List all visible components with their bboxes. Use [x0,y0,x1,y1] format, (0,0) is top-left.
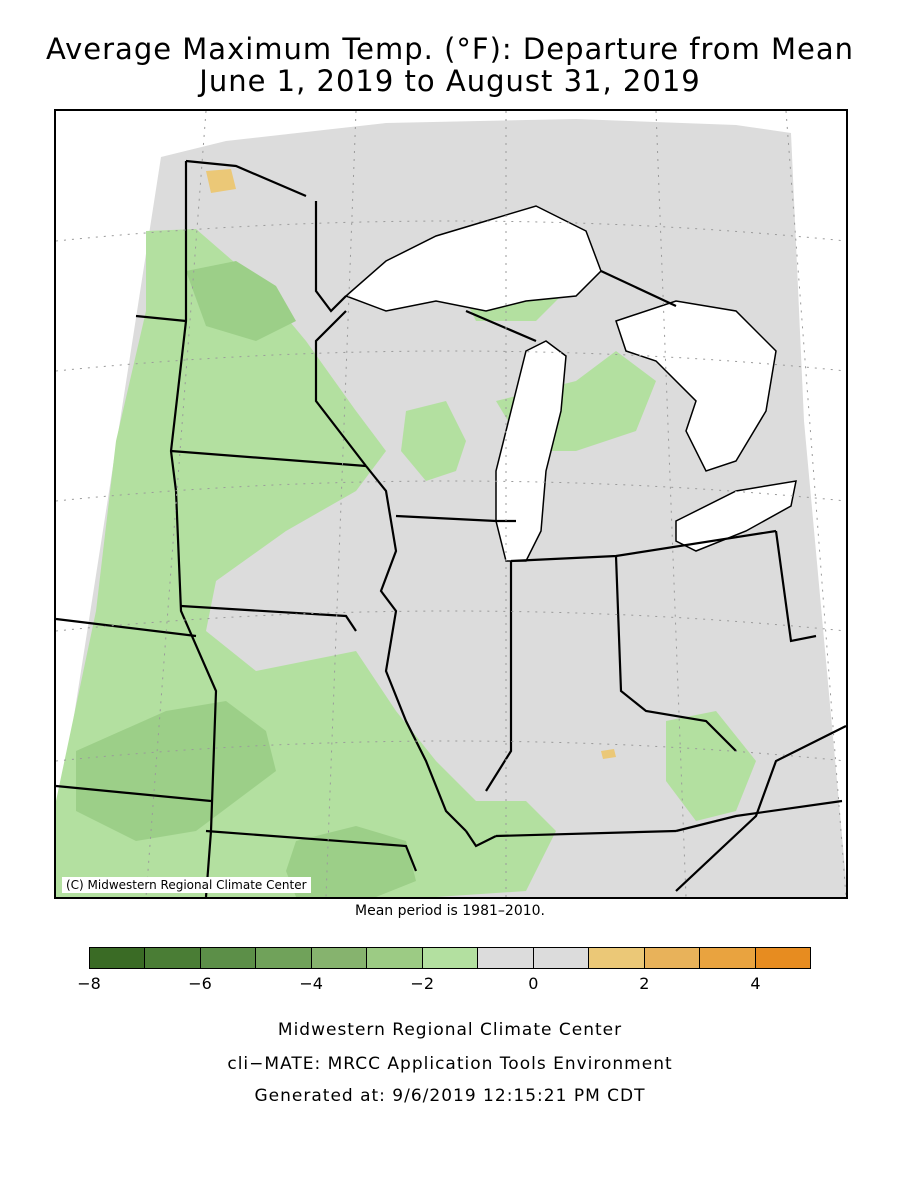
mean-period-note: Mean period is 1981–2010. [355,903,545,919]
cool-anomaly-area-kentucky [666,711,756,821]
legend-swatch [311,948,368,968]
cool-anomaly-area-plains [76,701,276,841]
legend-swatch [589,948,645,968]
legend-swatch [90,948,146,968]
legend-swatch [700,948,756,968]
state-boundaries [56,159,846,897]
legend-tick-label: −6 [188,974,212,993]
map-title: Average Maximum Temp. (°F): Departure fr… [45,32,855,66]
legend-tick-label: −4 [299,974,323,993]
cool-anomaly-area-wisconsin [401,401,466,481]
legend-tick-label: 4 [750,974,761,993]
legend-swatch [755,948,811,968]
lake-erie [675,480,797,552]
lake-michigan [495,340,567,562]
legend-swatch [256,948,312,968]
graticule [56,111,846,897]
legend-swatch [478,948,534,968]
legend-swatch [422,948,479,968]
legend-tick-labels: −8 −6 −4 −2 0 2 4 [77,972,811,1002]
cool-anomaly-area-minnesota [186,261,296,341]
warm-anomaly-area-north [206,169,236,193]
legend-swatch [145,948,201,968]
legend-tick-label: 0 [528,974,539,993]
warm-anomaly-area-kentucky [601,749,616,759]
legend-swatch [533,948,590,968]
footer-organization: Midwestern Regional Climate Center [277,1020,623,1040]
copyright-label: (C) Midwestern Regional Climate Center [62,877,311,893]
legend-swatch [367,948,423,968]
midwest-map [56,111,846,897]
footer-generated-at: Generated at: 9/6/2019 12:15:21 PM CDT [254,1086,646,1106]
legend-tick-label: −8 [77,974,101,993]
color-legend [89,947,811,969]
lake-huron [615,300,777,472]
legend-tick-label: −2 [410,974,435,993]
footer-tool-name: cli−MATE: MRCC Application Tools Environ… [227,1054,673,1074]
map-panel: (C) Midwestern Regional Climate Center [54,109,848,899]
legend-swatch [644,948,701,968]
legend-tick-label: 2 [639,974,650,993]
map-date-range: June 1, 2019 to August 31, 2019 [199,64,701,98]
legend-swatch [200,948,257,968]
